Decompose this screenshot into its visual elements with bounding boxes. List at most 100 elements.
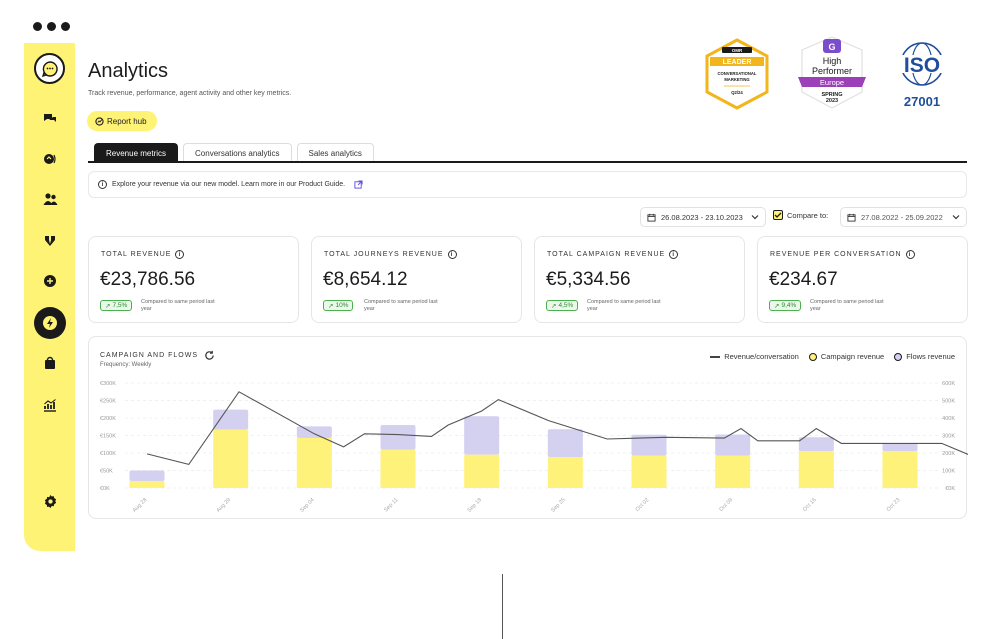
flows-revenue-bar: [798, 437, 834, 452]
chevron-down-icon: [751, 215, 759, 220]
bottom-divider: [502, 574, 503, 639]
flows-revenue-bar: [213, 409, 249, 430]
legend-line-swatch: [710, 355, 721, 358]
metric-card-revenue-per-conversation: REVENUE PER CONVERSATION i €234.67 ↗ 9,4% …: [757, 236, 968, 323]
g2-season: SPRING: [821, 92, 842, 98]
trend-up-icon: ↗: [105, 302, 111, 310]
omr-period: Q2/24: [731, 90, 743, 95]
omr-category-line2: MARKETING: [724, 77, 749, 82]
y-axis-tick-label: €250K: [100, 399, 116, 405]
omr-brand: OMR: [732, 48, 743, 53]
info-icon[interactable]: i: [905, 250, 915, 259]
x-axis-tick-label: Oct 16: [802, 497, 818, 513]
campaign-revenue-bar: [882, 451, 918, 488]
y2-axis-tick-label: 100K: [942, 469, 955, 475]
iso-number: 27001: [904, 94, 940, 109]
compare-range-value: 27.08.2022 - 25.09.2022: [861, 212, 943, 222]
iso-name: ISO: [904, 54, 940, 77]
y2-axis-tick-label: 600K: [942, 381, 955, 387]
award-badges: OMR LEADER CONVERSATIONAL MARKETING Q2/2…: [700, 36, 970, 116]
metric-value: €234.67: [769, 269, 838, 290]
campaign-flows-chart-card: CAMPAIGN AND FLOWS Frequency: Weekly Rev…: [88, 336, 968, 519]
y2-axis-tick-label: 400K: [942, 416, 955, 422]
tabs-underline: [88, 161, 967, 163]
reports-chart-icon[interactable]: [37, 392, 63, 418]
svg-text:G: G: [828, 42, 835, 52]
metric-delta-badge: ↗ 10%: [323, 300, 354, 311]
report-hub-label: Report hub: [107, 116, 147, 126]
date-range-picker[interactable]: 26.08.2023 - 23.10.2023: [640, 207, 766, 227]
flows-revenue-bar: [296, 426, 332, 438]
metric-value: €8,654.12: [323, 269, 408, 290]
info-banner: i Explore your revenue via our new model…: [88, 171, 967, 198]
date-range-value: 26.08.2023 - 23.10.2023: [661, 212, 743, 222]
external-link-icon[interactable]: [354, 180, 363, 189]
omr-category-line1: CONVERSATIONAL: [717, 71, 756, 76]
campaign-revenue-bar: [213, 429, 249, 488]
campaign-icon[interactable]: [37, 146, 63, 172]
metric-comparison-note: Compared to same period last year: [810, 299, 884, 312]
brand-logo-icon[interactable]: [34, 53, 65, 84]
legend-campaign-swatch: [808, 352, 817, 361]
metric-comparison-note: Compared to same period last year: [364, 299, 438, 312]
metric-label: TOTAL CAMPAIGN REVENUE i: [547, 250, 679, 259]
info-banner-text: Explore your revenue via our new model. …: [112, 181, 346, 188]
conversations-icon[interactable]: [37, 106, 63, 132]
y2-axis-tick-label: €0K: [945, 486, 955, 492]
x-axis-tick-label: Sep 04: [299, 497, 316, 514]
calendar-icon: [847, 213, 856, 222]
g2-year: 2023: [826, 98, 838, 104]
contacts-icon[interactable]: [37, 186, 63, 212]
tab-conversations-analytics[interactable]: Conversations analytics: [183, 143, 292, 162]
metric-delta-badge: ↗ 7,5%: [100, 300, 133, 311]
y2-axis-tick-label: 200K: [942, 451, 955, 457]
flows-icon[interactable]: [37, 227, 63, 253]
legend-item-flows[interactable]: Flows revenue: [894, 352, 955, 361]
campaign-revenue-bar: [631, 455, 667, 488]
refresh-icon[interactable]: [204, 350, 215, 361]
omr-rank: LEADER: [723, 59, 752, 66]
tab-revenue-metrics[interactable]: Revenue metrics: [94, 143, 179, 162]
report-hub-button[interactable]: Report hub: [87, 111, 157, 131]
metric-comparison-note: Compared to same period last year: [587, 299, 661, 312]
flows-revenue-bar: [882, 443, 918, 452]
legend-item-campaign[interactable]: Campaign revenue: [808, 352, 884, 361]
x-axis-tick-label: Oct 09: [718, 497, 734, 513]
metric-label: TOTAL REVENUE i: [101, 250, 185, 259]
flows-revenue-bar: [547, 429, 583, 458]
metric-comparison-note: Compared to same period last year: [141, 299, 215, 312]
info-icon[interactable]: i: [447, 250, 457, 259]
campaign-flows-chart: €300K 600K €250K 500K €200K 400K €150K 300K €100…: [100, 381, 968, 514]
metric-delta-badge: ↗ 9,4%: [769, 300, 802, 311]
iso-27001-badge: ISO 27001: [892, 42, 952, 109]
window-dot: [33, 22, 42, 31]
compare-toggle[interactable]: Compare to:: [773, 210, 828, 220]
calendar-icon: [647, 213, 656, 222]
trend-up-icon: ↗: [774, 302, 780, 310]
compare-checkbox[interactable]: [773, 210, 783, 220]
metric-card-total-journeys-revenue: TOTAL JOURNEYS REVENUE i €8,654.12 ↗ 10% C…: [311, 236, 522, 323]
info-icon[interactable]: i: [175, 250, 185, 259]
flows-revenue-bar: [715, 434, 751, 456]
add-chat-icon[interactable]: [37, 268, 63, 294]
campaign-revenue-bar: [380, 449, 416, 488]
window-dot: [47, 22, 56, 31]
shop-icon[interactable]: [37, 350, 63, 376]
compare-label: Compare to:: [787, 210, 829, 220]
metric-card-total-revenue: TOTAL REVENUE i €23,786.56 ↗ 7,5% Compared…: [88, 236, 299, 323]
tab-sales-analytics[interactable]: Sales analytics: [296, 143, 374, 162]
chevron-down-icon: [952, 215, 960, 220]
x-axis-tick-label: Aug 29: [216, 497, 233, 514]
metric-value: €23,786.56: [100, 269, 196, 290]
campaign-revenue-bar: [715, 455, 751, 488]
info-icon[interactable]: i: [669, 250, 679, 259]
settings-gear-icon[interactable]: [37, 488, 63, 514]
chart-title: CAMPAIGN AND FLOWS: [100, 350, 215, 361]
legend-item-line[interactable]: Revenue/conversation: [710, 352, 799, 361]
x-axis-tick-label: Oct 02: [635, 497, 651, 513]
compare-date-range-picker[interactable]: 27.08.2022 - 25.09.2022: [840, 207, 967, 227]
flows-revenue-bar: [129, 470, 165, 481]
analytics-icon[interactable]: [34, 307, 66, 339]
omr-leader-badge: OMR LEADER CONVERSATIONAL MARKETING Q2/2…: [705, 38, 769, 110]
revenue-per-conversation-line: [146, 391, 968, 466]
